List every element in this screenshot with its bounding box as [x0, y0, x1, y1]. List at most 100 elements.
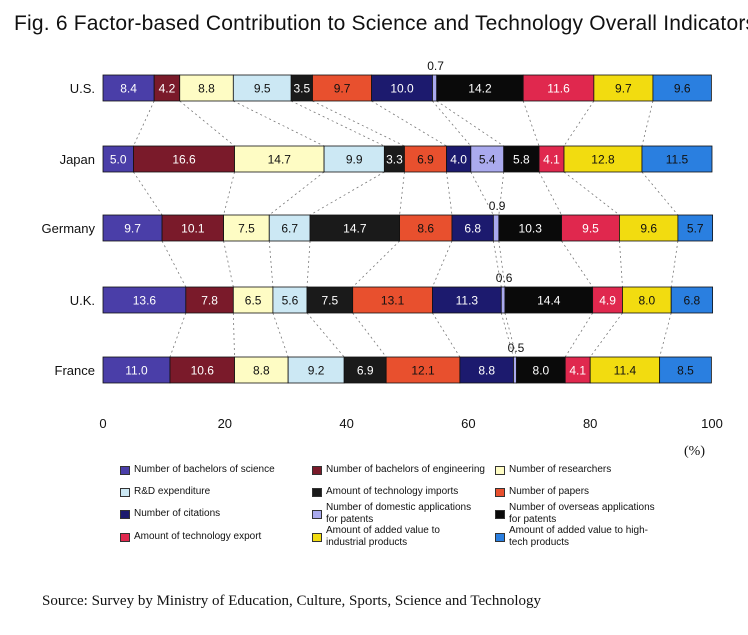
data-label: 0.7: [427, 59, 444, 73]
data-label: 10.1: [181, 222, 205, 236]
data-label: 14.7: [268, 153, 292, 167]
data-label: 7.8: [201, 294, 218, 308]
legend-swatch: [312, 533, 322, 542]
data-label: 12.8: [591, 153, 615, 167]
x-tick-label: 20: [218, 416, 232, 431]
bar-segment: [500, 286, 506, 314]
data-label: 5.8: [513, 153, 530, 167]
bar-segment: [102, 214, 163, 242]
bar-segment: [179, 74, 234, 102]
legend-swatch: [495, 488, 505, 497]
data-label: 3.3: [386, 153, 403, 167]
bar-segment: [232, 74, 292, 102]
connector-line: [223, 171, 235, 216]
bar-segment: [153, 74, 181, 102]
connector-line: [291, 100, 385, 147]
bar-segment: [522, 74, 595, 102]
x-tick-label: 0: [99, 416, 106, 431]
bar-segment: [470, 145, 505, 173]
data-label: 8.8: [198, 82, 215, 96]
legend-label: Number of citations: [134, 508, 221, 519]
legend-swatch: [312, 488, 322, 497]
data-label: 0.9: [489, 199, 506, 213]
data-label: 10.6: [191, 364, 215, 378]
connector-line: [641, 100, 654, 147]
data-label: 13.1: [381, 294, 405, 308]
data-label: 6.8: [464, 222, 481, 236]
stacked-bar-chart: U.S. 8.4 4.2 8.8 9.5 3.5 9.7 10.0 0.7 14.2 11.6 9.7…: [42, 59, 723, 459]
connector-line: [522, 100, 540, 147]
connector-line: [561, 240, 593, 288]
legend-swatch: [120, 510, 130, 519]
data-label: 6.9: [357, 364, 374, 378]
legend-label: Number of domestic applications for pate…: [326, 502, 472, 525]
bar-segment: [564, 356, 591, 384]
connector-line: [352, 312, 387, 358]
data-label: 8.8: [478, 364, 495, 378]
data-label: 14.7: [343, 222, 367, 236]
data-label: 0.5: [508, 341, 525, 355]
connector-line: [659, 312, 672, 358]
bar-segment: [234, 356, 289, 384]
legend-label: Amount of technology imports: [326, 486, 459, 497]
data-label: 12.1: [411, 364, 435, 378]
connector-line: [352, 240, 400, 288]
data-label: 9.9: [346, 153, 363, 167]
x-axis: 0 20 40 60 80 100 (%): [99, 416, 722, 459]
connector-line: [670, 240, 679, 288]
bar-segment: [503, 145, 540, 173]
bar-segment: [312, 74, 372, 102]
bar-segment: [652, 74, 712, 102]
connector-line: [269, 171, 325, 216]
bar-segment: [589, 356, 661, 384]
bar-segment: [287, 356, 345, 384]
data-label: 9.7: [124, 222, 141, 236]
data-label: 8.6: [417, 222, 434, 236]
connector-line: [589, 312, 623, 358]
data-label: 9.6: [674, 82, 691, 96]
data-label: 11.3: [456, 294, 479, 308]
connector-line: [641, 171, 679, 216]
data-label: 9.7: [334, 82, 351, 96]
x-tick-label: 100: [701, 416, 723, 431]
data-label: 4.1: [543, 153, 560, 167]
bar-segment: [272, 286, 308, 314]
connector-line: [470, 171, 494, 216]
category-label: Germany: [42, 221, 96, 236]
chart-title: Fig. 6 Factor-based Contribution to Scie…: [14, 12, 748, 35]
connector-line: [432, 100, 472, 147]
legend-swatch: [120, 533, 130, 542]
bar-segment: [102, 74, 155, 102]
data-label: 4.2: [159, 82, 176, 96]
legend-label: Number of overseas applications for pate…: [509, 502, 655, 525]
legend-label: Number of bachelors of engineering: [326, 464, 485, 475]
bar-segment: [451, 214, 494, 242]
connector-line: [233, 100, 325, 147]
connector-line: [446, 171, 453, 216]
bar-segment: [670, 286, 714, 314]
data-label: 11.5: [666, 153, 689, 167]
legend-label: R&D expenditure: [134, 486, 211, 497]
data-label: 10.0: [390, 82, 414, 96]
connector-line: [436, 100, 504, 147]
data-label: 9.5: [582, 222, 599, 236]
data-label: 0.6: [496, 271, 513, 285]
x-axis-unit: (%): [684, 444, 705, 459]
data-label: 9.6: [640, 222, 657, 236]
connector-line: [133, 100, 155, 147]
connector-line: [563, 171, 620, 216]
bar-segment: [446, 145, 472, 173]
connector-line: [268, 240, 274, 288]
bar-segment: [677, 214, 714, 242]
data-label: 14.4: [537, 294, 561, 308]
legend-swatch: [312, 510, 322, 519]
bar-segment: [309, 214, 400, 242]
connector-line: [133, 171, 163, 216]
connector-line: [312, 100, 405, 147]
data-label: 6.9: [417, 153, 434, 167]
data-label: 6.5: [245, 294, 262, 308]
connector-line: [564, 312, 593, 358]
data-label: 6.8: [684, 294, 701, 308]
bar-segment: [352, 286, 433, 314]
data-label: 5.4: [479, 153, 496, 167]
